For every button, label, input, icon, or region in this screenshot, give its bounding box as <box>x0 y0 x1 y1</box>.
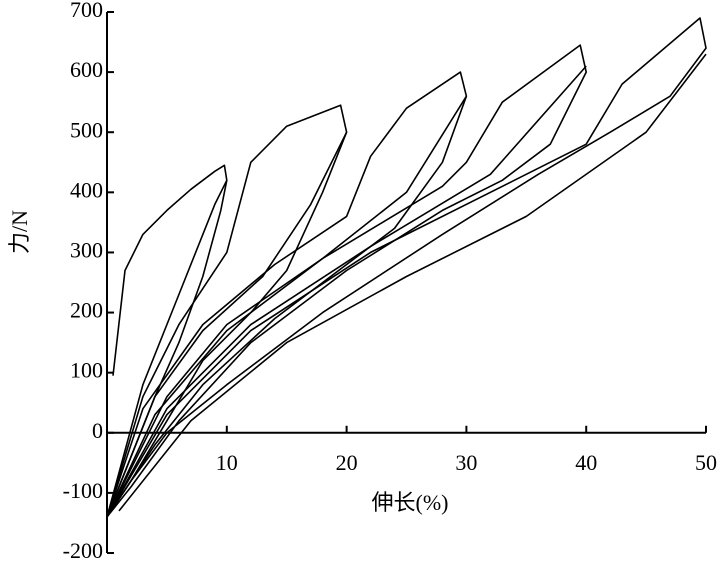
hysteresis-curve <box>106 131 348 518</box>
x-tick-label: 50 <box>695 450 717 475</box>
y-tick-label: 700 <box>70 0 103 22</box>
y-tick-label: 100 <box>70 358 103 383</box>
y-tick-label: 600 <box>70 57 103 82</box>
y-tick-label: 0 <box>92 418 103 443</box>
hysteresis-curve <box>118 53 707 512</box>
y-tick-label: 400 <box>70 177 103 202</box>
y-tick-label: -200 <box>63 538 103 563</box>
x-tick-label: 30 <box>455 450 477 475</box>
hysteresis-curve <box>106 71 468 518</box>
y-tick-label: 200 <box>70 298 103 323</box>
hysteresis-curve <box>106 44 587 518</box>
y-tick-label: 500 <box>70 117 103 142</box>
x-tick-label: 10 <box>216 450 238 475</box>
y-tick-label: -100 <box>63 478 103 503</box>
y-tick-label: 300 <box>70 237 103 262</box>
x-tick-label: 20 <box>336 450 358 475</box>
hysteresis-curve <box>106 95 468 518</box>
hysteresis-curve <box>106 164 228 518</box>
hysteresis-curve <box>106 65 587 518</box>
hysteresis-curve <box>106 179 228 518</box>
x-tick-label: 40 <box>575 450 597 475</box>
x-axis-label: 伸长(%) <box>372 490 449 515</box>
y-axis-label: 力/N <box>7 210 32 254</box>
hysteresis-curve <box>106 17 707 518</box>
